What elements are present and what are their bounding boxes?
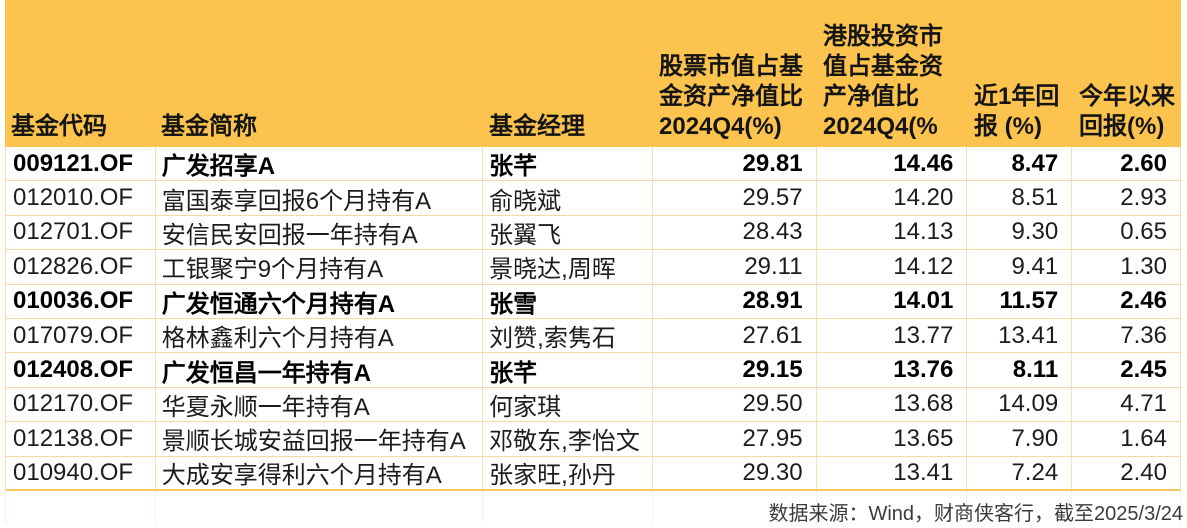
cell-return-1y: 8.47 [967,147,1073,181]
cell-fund-manager: 张芊 [483,353,653,387]
cell-fund-manager: 邓敬东,李怡文 [483,422,653,456]
table-row: 010940.OF 大成安享得利六个月持有A 张家旺,孙丹 29.30 13.4… [6,456,1180,491]
cell-return-ytd: 2.45 [1120,356,1167,384]
table-row: 012170.OF 华夏永顺一年持有A 何家琪 29.50 13.68 14.0… [6,387,1180,423]
cell-hk-pct: 13.68 [817,387,968,422]
cell-fund-name: 景顺长城安益回报一年持有A [156,422,484,456]
cell-fund-manager: 张家旺,孙丹 [483,456,653,489]
table-row: 012826.OF 工银聚宁9个月持有A 景晓达,周晖 29.11 14.12 … [6,250,1180,285]
cell-return-1y: 7.24 [967,456,1073,489]
cell-fund-code: 012010.OF [6,181,156,215]
cell-return-1y: 9.30 [967,215,1073,250]
cell-hk-pct: 13.41 [817,456,968,489]
cell-return-ytd: 2.93 [1120,184,1167,212]
cell-fund-manager: 何家琪 [483,387,653,422]
cell-stock-pct: 29.81 [653,147,817,181]
cell-hk-pct: 14.46 [817,147,968,181]
cell-hk-pct: 13.77 [817,318,968,353]
cell-return-ytd: 2.60 [1120,149,1167,177]
cell-return-1y: 14.09 [967,387,1073,422]
cell-fund-code: 012701.OF [6,215,156,250]
cell-return-ytd: 1.64 [1120,424,1167,452]
cell-return-ytd: 1.30 [1120,252,1167,280]
header-return-1y: 近1年回 报 (%) [974,83,1060,140]
table-row: 012408.OF 广发恒昌一年持有A 张芊 29.15 13.76 8.11 … [6,353,1180,388]
cell-hk-pct: 14.01 [817,284,968,318]
cell-fund-name: 广发招享A [156,147,484,181]
cell-hk-pct: 14.12 [817,250,968,284]
cell-fund-manager: 张翼飞 [483,215,653,250]
cell-fund-code: 009121.OF [6,147,156,181]
cell-return-1y: 8.51 [967,181,1073,215]
cell-fund-code: 017079.OF [6,318,156,353]
cell-fund-name: 广发恒通六个月持有A [156,284,484,318]
cell-fund-name: 华夏永顺一年持有A [156,387,484,422]
cell-fund-manager: 景晓达,周晖 [483,250,653,284]
cell-fund-manager: 张雪 [483,284,653,318]
cell-fund-name: 广发恒昌一年持有A [156,353,484,387]
cell-fund-code: 012170.OF [6,387,156,422]
table-row: 012010.OF 富国泰享回报6个月持有A 俞晓斌 29.57 14.20 8… [6,181,1180,216]
cell-fund-manager: 俞晓斌 [483,181,653,215]
cell-return-ytd: 4.71 [1120,390,1167,418]
cell-return-ytd: 2.40 [1120,458,1167,486]
cell-stock-pct: 27.61 [653,318,817,353]
header-hk-pct: 港股投资市 值占基金资 产净值比 2024Q4(% [823,23,943,140]
cell-hk-pct: 13.65 [817,422,968,456]
cell-fund-name: 工银聚宁9个月持有A [156,250,484,284]
cell-fund-manager: 张芊 [483,147,653,181]
table-row: 012701.OF 安信民安回报一年持有A 张翼飞 28.43 14.13 9.… [6,215,1180,251]
cell-hk-pct: 13.76 [817,353,968,387]
header-stock-pct: 股票市值占基 金资产净值比 2024Q4(%) [659,53,803,140]
cell-fund-name: 格林鑫利六个月持有A [156,318,484,353]
cell-fund-code: 010940.OF [6,456,156,489]
cell-fund-code: 012408.OF [6,353,156,387]
cell-stock-pct: 29.57 [653,181,817,215]
cell-return-ytd: 2.46 [1120,287,1167,315]
cell-fund-code: 012138.OF [6,422,156,456]
cell-fund-manager: 刘赞,索隽石 [483,318,653,353]
table-row: 012138.OF 景顺长城安益回报一年持有A 邓敬东,李怡文 27.95 13… [6,422,1180,457]
table-row: 009121.OF 广发招享A 张芊 29.81 14.46 8.47 2.60 [6,147,1180,182]
cell-fund-code: 010036.OF [6,284,156,318]
cell-return-ytd: 7.36 [1120,321,1167,349]
cell-hk-pct: 14.20 [817,181,968,215]
data-source-note: 数据来源：Wind，财商侠客行，截至2025/3/24 [768,503,1183,525]
cell-fund-name: 安信民安回报一年持有A [156,215,484,250]
cell-stock-pct: 28.91 [653,284,817,318]
header-fund-code: 基金代码 [11,113,107,140]
cell-stock-pct: 28.43 [653,215,817,250]
cell-stock-pct: 29.15 [653,353,817,387]
cell-stock-pct: 29.11 [653,250,817,284]
cell-return-1y: 9.41 [967,250,1073,284]
cell-return-ytd: 0.65 [1120,218,1167,246]
table-row: 017079.OF 格林鑫利六个月持有A 刘赞,索隽石 27.61 13.77 … [6,318,1180,354]
cell-return-1y: 7.90 [967,422,1073,456]
cell-return-1y: 13.41 [967,318,1073,353]
cell-return-1y: 8.11 [967,353,1073,387]
header-fund-manager: 基金经理 [489,113,585,140]
header-fund-name: 基金简称 [161,113,257,140]
cell-return-1y: 11.57 [967,284,1073,318]
cell-fund-code: 012826.OF [6,250,156,284]
cell-fund-name: 大成安享得利六个月持有A [156,456,484,489]
cell-stock-pct: 27.95 [653,422,817,456]
table-header: 基金代码 基金简称 基金经理 股票市值占基 金资产净值比 2024Q4(%) 港… [5,0,1181,147]
cell-fund-name: 富国泰享回报6个月持有A [156,181,484,215]
empty-grid-row [5,490,1181,525]
table-row: 010036.OF 广发恒通六个月持有A 张雪 28.91 14.01 11.5… [6,284,1180,319]
cell-hk-pct: 14.13 [817,215,968,250]
table-body: 009121.OF 广发招享A 张芊 29.81 14.46 8.47 2.60… [5,147,1181,491]
header-return-ytd: 今年以来 回报(%) [1079,83,1175,140]
fund-table: 基金代码 基金简称 基金经理 股票市值占基 金资产净值比 2024Q4(%) 港… [5,0,1181,525]
cell-stock-pct: 29.50 [653,387,817,422]
cell-stock-pct: 29.30 [653,456,817,489]
